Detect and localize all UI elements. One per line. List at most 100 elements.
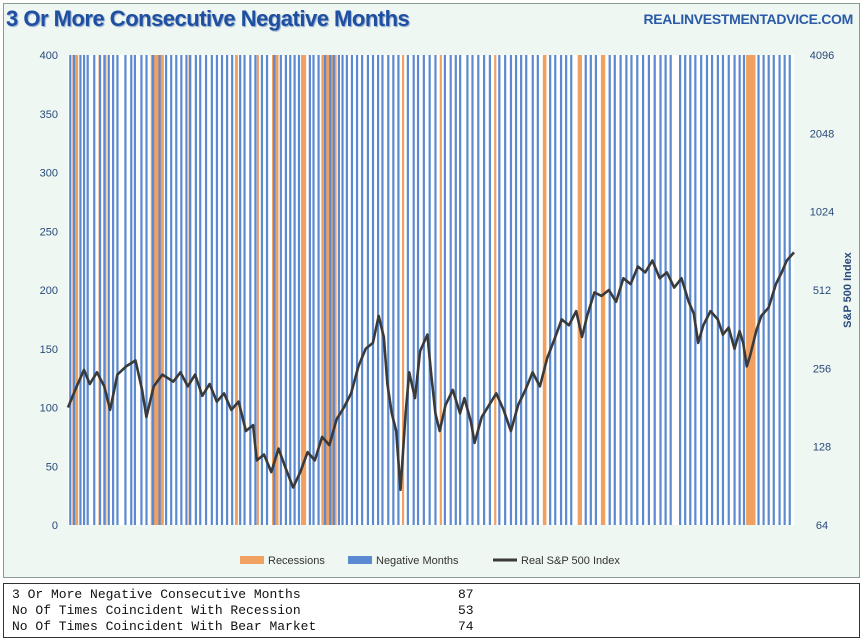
negative-month-bar xyxy=(669,55,672,525)
negative-month-bar xyxy=(317,55,320,525)
negative-month-bar xyxy=(116,55,119,525)
negative-month-bar xyxy=(225,55,229,525)
left-tick-label: 300 xyxy=(40,168,58,180)
negative-month-bar xyxy=(332,55,335,525)
negative-month-bar xyxy=(738,55,741,525)
negative-month-bar xyxy=(514,55,518,525)
negative-month-bar xyxy=(449,55,452,525)
stat-label: No Of Times Coincident With Recession xyxy=(12,603,301,618)
right-axis: 64 128 256 512 1024 2048 4096 xyxy=(810,50,834,532)
stats-table: 3 Or More Negative Consecutive Months 87 … xyxy=(3,583,860,638)
negative-month-bar xyxy=(613,55,616,525)
left-tick-label: 0 xyxy=(52,520,58,532)
negative-month-bar xyxy=(471,55,474,525)
negative-month-bar xyxy=(254,55,257,525)
negative-month-bar xyxy=(504,55,507,525)
stat-value: 74 xyxy=(458,619,474,634)
negative-month-bar xyxy=(98,55,102,525)
legend-swatch-recessions xyxy=(240,556,264,564)
negative-month-bar xyxy=(689,55,692,525)
negative-month-bar xyxy=(165,55,168,525)
negative-month-bar xyxy=(72,55,76,525)
left-tick-label: 150 xyxy=(40,344,58,356)
recession-band xyxy=(600,55,606,525)
negative-month-bar xyxy=(112,55,115,525)
left-tick-label: 50 xyxy=(46,461,58,473)
negative-month-bar xyxy=(716,55,719,525)
negative-month-bar xyxy=(554,55,557,525)
left-tick-label: 200 xyxy=(40,285,58,297)
stat-value: 87 xyxy=(458,587,474,602)
negative-month-bar xyxy=(733,55,736,525)
negative-month-bar xyxy=(659,55,662,525)
negative-month-bar xyxy=(443,55,446,525)
negative-month-bar xyxy=(366,55,370,525)
negative-month-bar xyxy=(700,55,703,525)
negative-month-bar xyxy=(406,55,409,525)
stat-label: No Of Times Coincident With Bear Market xyxy=(12,619,317,634)
negative-month-bar xyxy=(345,55,348,525)
negative-month-bar xyxy=(531,55,534,525)
negative-month-bar xyxy=(466,55,469,525)
negative-month-bar xyxy=(570,55,573,525)
negative-month-bar xyxy=(434,55,437,525)
negative-month-bar xyxy=(498,55,501,525)
negative-month-bar xyxy=(170,55,173,525)
stat-value: 53 xyxy=(458,603,474,618)
negative-month-bar xyxy=(194,55,197,525)
legend-label-line: Real S&P 500 Index xyxy=(521,555,620,567)
legend-label-recessions: Recessions xyxy=(268,555,325,567)
negative-month-bar xyxy=(289,55,292,525)
negative-month-bar xyxy=(86,55,89,525)
negative-month-bar xyxy=(284,55,287,525)
negative-month-bar xyxy=(559,55,563,525)
negative-month-bar xyxy=(705,55,709,525)
negative-month-bar xyxy=(329,55,332,525)
negative-month-bar xyxy=(584,55,587,525)
negative-month-bar xyxy=(199,55,202,525)
negative-month-bar xyxy=(428,55,431,525)
negative-month-bar xyxy=(416,55,420,525)
left-tick-label: 350 xyxy=(40,109,58,121)
negative-month-bar xyxy=(594,55,598,525)
chart-title: 3 Or More Consecutive Negative Months xyxy=(6,6,410,31)
right-tick-label: 2048 xyxy=(810,128,834,140)
negative-month-bar xyxy=(477,55,480,525)
left-tick-label: 400 xyxy=(40,50,58,62)
negative-month-bar xyxy=(721,55,725,525)
line-layer xyxy=(66,251,795,492)
right-tick-label: 512 xyxy=(813,285,831,297)
negative-month-bar xyxy=(220,55,224,525)
recession-band xyxy=(542,55,547,525)
negative-month-bar xyxy=(341,55,344,525)
negative-month-bar xyxy=(371,55,375,525)
negative-month-bar xyxy=(239,55,242,525)
negative-month-bar xyxy=(361,55,364,525)
negative-month-bar xyxy=(630,55,633,525)
negative-month-bar xyxy=(337,55,340,525)
negative-month-bar xyxy=(324,55,327,525)
recession-band xyxy=(72,55,79,525)
negative-month-bar xyxy=(664,55,667,525)
negative-month-bar xyxy=(69,55,72,525)
legend-swatch-negative xyxy=(348,556,372,564)
negative-month-bar xyxy=(694,55,697,525)
negative-month-bar xyxy=(279,55,282,525)
right-axis-label: S&P 500 Index xyxy=(842,251,854,327)
left-axis: 0 50 100 150 200 250 300 350 400 xyxy=(40,50,58,532)
negative-month-bar xyxy=(509,55,513,525)
negative-month-bar xyxy=(265,55,269,525)
left-tick-label: 250 xyxy=(40,226,58,238)
negative-month-bar xyxy=(381,55,384,525)
negative-month-bar xyxy=(188,55,192,525)
negative-month-bar xyxy=(312,55,315,525)
negative-month-bar xyxy=(412,55,415,525)
right-tick-label: 64 xyxy=(816,520,828,532)
negative-month-bar xyxy=(392,55,395,525)
negative-month-bar xyxy=(710,55,714,525)
negative-month-bar xyxy=(488,55,492,525)
negative-month-bar xyxy=(549,55,552,525)
site-label: REALINVESTMENTADVICE.COM xyxy=(643,11,853,27)
negative-month-bar xyxy=(175,55,178,525)
negative-month-bar xyxy=(158,55,161,525)
